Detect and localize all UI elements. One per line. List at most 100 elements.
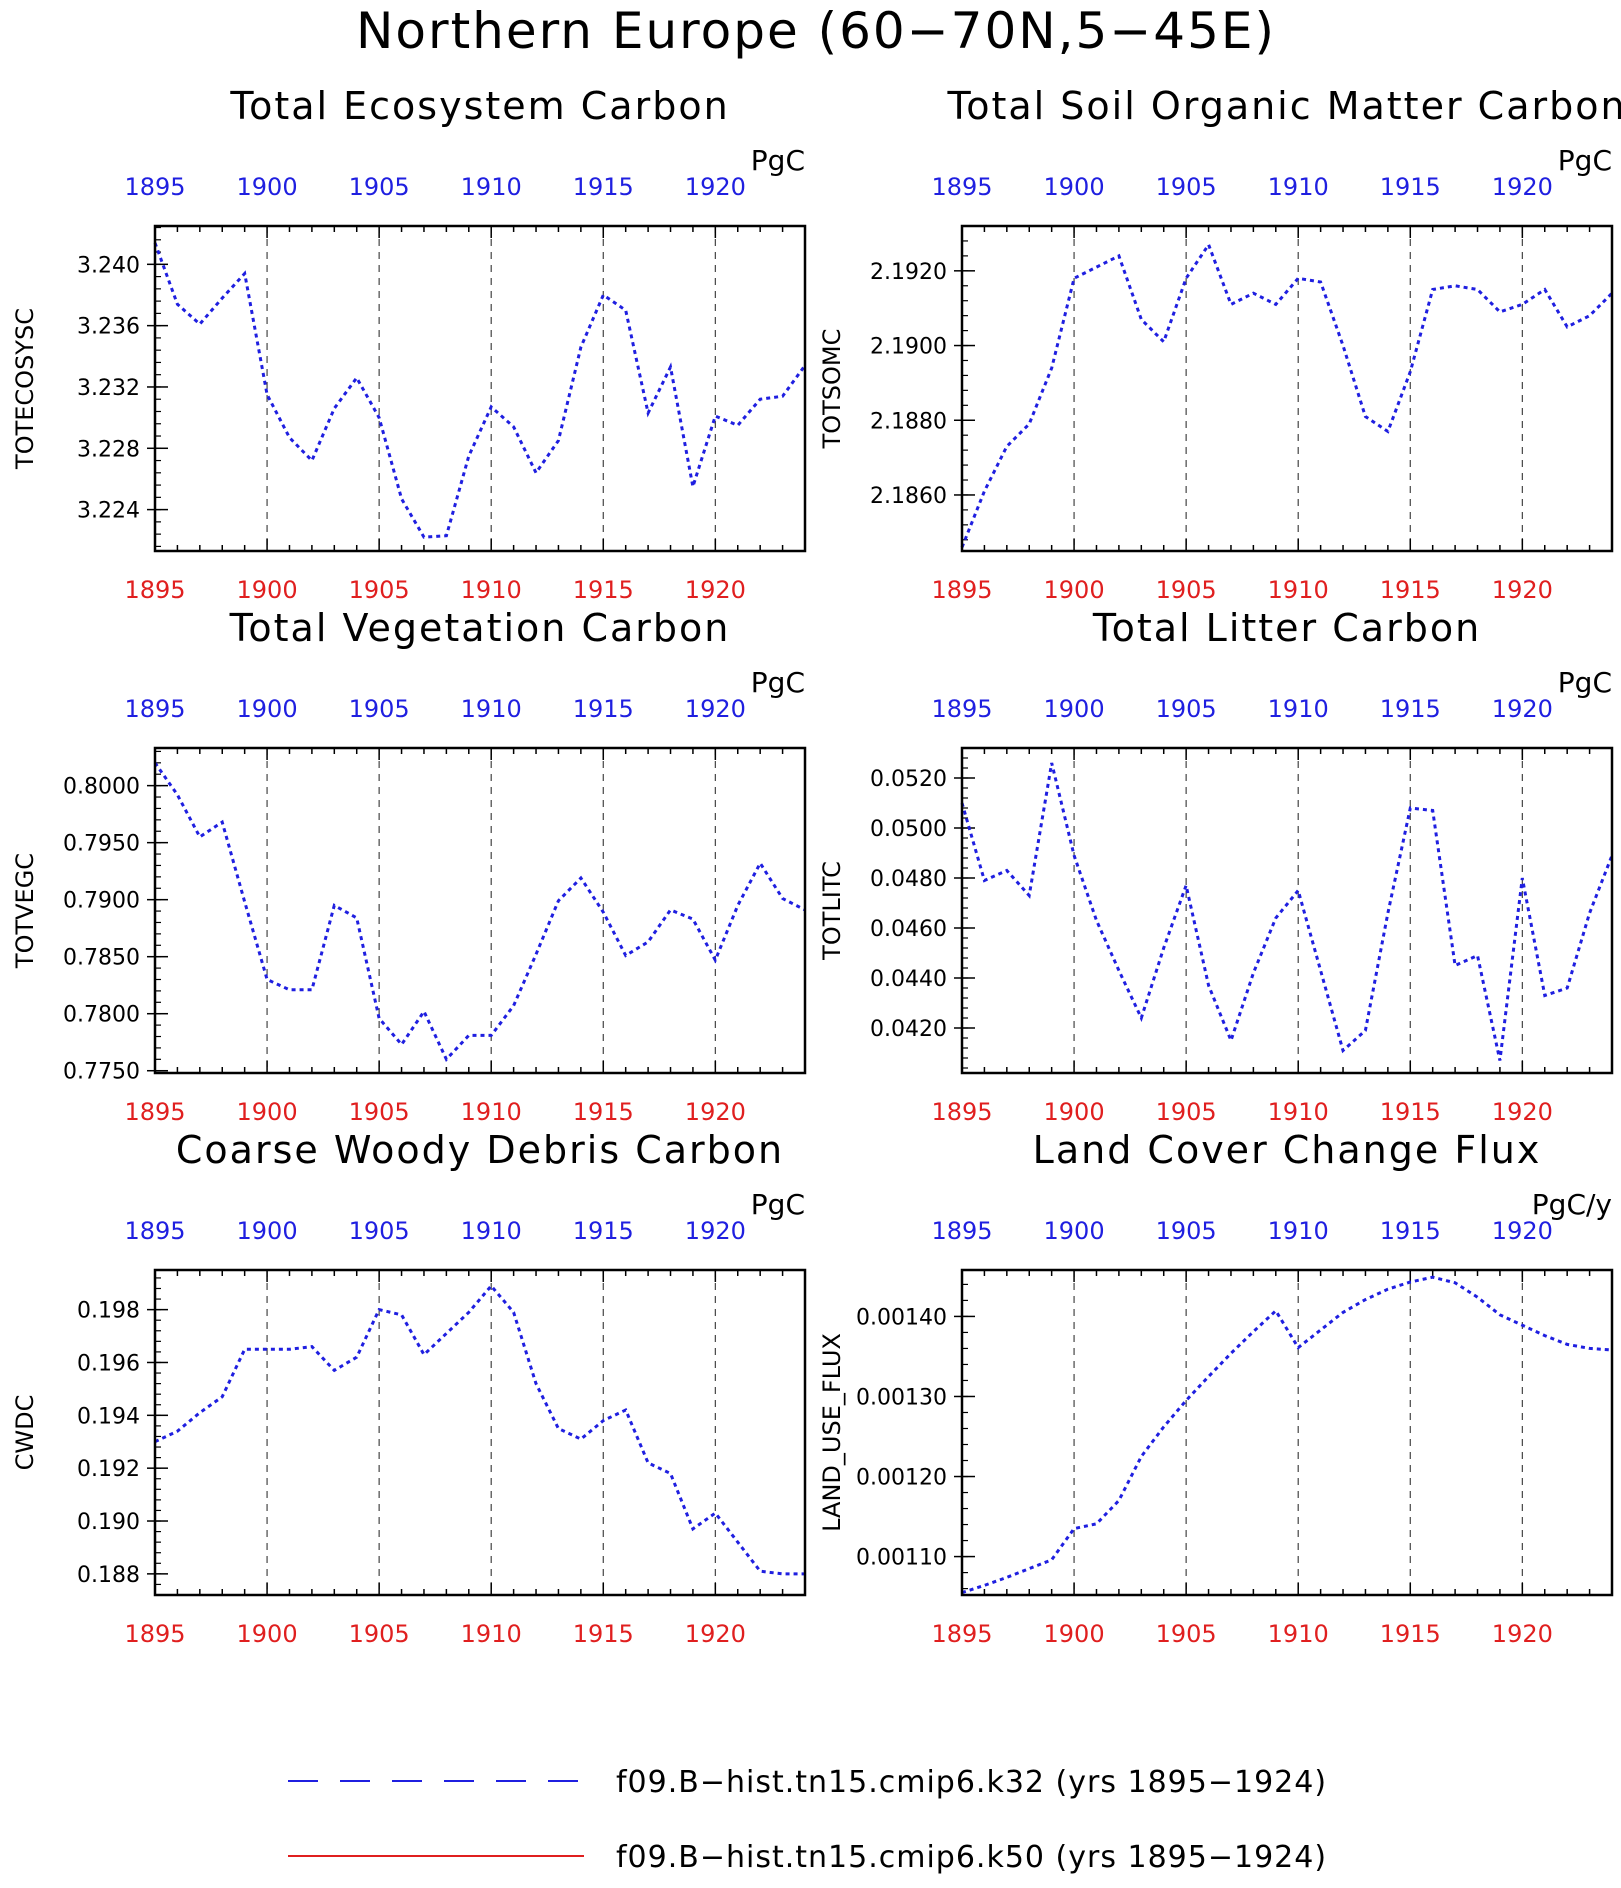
x-tick-label-top-litter-1915: 1915 — [1380, 695, 1441, 723]
x-tick-label-top-cwd-1900: 1900 — [237, 1217, 298, 1245]
panel-title-ecosystem: Total Ecosystem Carbon — [229, 84, 729, 128]
x-tick-label-top-cwd-1910: 1910 — [461, 1217, 522, 1245]
plot-frame-landcover — [960, 1268, 1614, 1597]
y-tick-label-ecosystem-2: 3.232 — [77, 376, 140, 401]
x-tick-label-top-litter-1900: 1900 — [1044, 695, 1105, 723]
plot-frame-cwd — [153, 1268, 807, 1597]
x-tick-label-top-cwd-1895: 1895 — [124, 1217, 185, 1245]
units-label-vegetation: PgC — [751, 666, 805, 699]
chart-panel-ecosystem: Total Ecosystem Carbon PgC 1895 1895 1900 190… — [11, 84, 807, 604]
series-line-soil-0 — [960, 241, 1614, 548]
x-tick-label-top-litter-1910: 1910 — [1268, 695, 1329, 723]
series-line-ecosystem-0 — [153, 242, 807, 539]
y-tick-label-soil-1: 2.1880 — [870, 409, 947, 434]
plot-frame-ecosystem — [153, 224, 807, 553]
panel-title-soil: Total Soil Organic Matter Carbon — [946, 84, 1621, 128]
x-tick-label-top-ecosystem-1895: 1895 — [124, 173, 185, 201]
units-label-cwd: PgC — [751, 1188, 805, 1221]
y-tick-label-litter-5: 0.0520 — [870, 767, 947, 792]
y-tick-label-cwd-1: 0.190 — [77, 1510, 140, 1535]
y-tick-label-ecosystem-1: 3.228 — [77, 437, 140, 462]
units-label-soil: PgC — [1558, 144, 1612, 177]
x-tick-label-bottom-cwd-1895: 1895 — [124, 1620, 185, 1648]
x-tick-label-top-cwd-1905: 1905 — [349, 1217, 410, 1245]
y-tick-label-landcover-0: 0.00110 — [856, 1546, 947, 1571]
series-line-litter-0 — [960, 762, 1614, 1061]
x-tick-label-top-vegetation-1910: 1910 — [461, 695, 522, 723]
x-tick-label-bottom-landcover-1910: 1910 — [1268, 1620, 1329, 1648]
x-tick-label-bottom-cwd-1915: 1915 — [573, 1620, 634, 1648]
y-tick-label-vegetation-1: 0.7800 — [63, 1003, 140, 1028]
y-tick-label-ecosystem-3: 3.236 — [77, 315, 140, 340]
y-axis-label-cwd: CWDC — [11, 1395, 39, 1471]
y-tick-label-cwd-4: 0.196 — [77, 1351, 140, 1376]
x-tick-label-top-soil-1920: 1920 — [1492, 173, 1553, 201]
y-axis-label-landcover: LAND_USE_FLUX — [818, 1333, 846, 1532]
x-tick-label-bottom-soil-1910: 1910 — [1268, 576, 1329, 604]
x-tick-label-top-soil-1915: 1915 — [1380, 173, 1441, 201]
x-tick-label-top-ecosystem-1900: 1900 — [237, 173, 298, 201]
x-tick-label-bottom-litter-1910: 1910 — [1268, 1098, 1329, 1126]
x-tick-label-bottom-landcover-1920: 1920 — [1492, 1620, 1553, 1648]
plot-frame-litter — [960, 746, 1614, 1075]
panel-title-vegetation: Total Vegetation Carbon — [229, 606, 731, 650]
x-tick-label-top-landcover-1920: 1920 — [1492, 1217, 1553, 1245]
panel-title-cwd: Coarse Woody Debris Carbon — [176, 1128, 784, 1172]
legend: f09.B−hist.tn15.cmip6.k32 (yrs 1895−1924… — [288, 1765, 1327, 1875]
x-tick-label-top-vegetation-1900: 1900 — [237, 695, 298, 723]
x-tick-label-top-landcover-1900: 1900 — [1044, 1217, 1105, 1245]
series-line-cwd-0 — [154, 1283, 805, 1576]
chart-panel-vegetation: Total Vegetation Carbon PgC 1895 1895 1900 19… — [11, 606, 807, 1126]
x-tick-label-bottom-ecosystem-1905: 1905 — [349, 576, 410, 604]
x-tick-label-bottom-litter-1905: 1905 — [1156, 1098, 1217, 1126]
y-tick-label-vegetation-5: 0.8000 — [63, 775, 140, 800]
x-tick-label-top-vegetation-1905: 1905 — [349, 695, 410, 723]
y-tick-label-soil-2: 2.1900 — [870, 335, 947, 360]
panel-title-litter: Total Litter Carbon — [1092, 606, 1481, 650]
x-tick-label-bottom-landcover-1900: 1900 — [1044, 1620, 1105, 1648]
x-tick-label-bottom-vegetation-1900: 1900 — [237, 1098, 298, 1126]
x-tick-label-bottom-litter-1920: 1920 — [1492, 1098, 1553, 1126]
x-tick-label-top-soil-1900: 1900 — [1044, 173, 1105, 201]
panels: Total Ecosystem Carbon PgC 1895 1895 1900 190… — [11, 84, 1621, 1648]
chart-panel-litter: Total Litter Carbon PgC 1895 1895 1900 1900 19… — [818, 606, 1614, 1126]
x-tick-label-bottom-cwd-1920: 1920 — [685, 1620, 746, 1648]
x-tick-label-top-landcover-1915: 1915 — [1380, 1217, 1441, 1245]
x-tick-label-bottom-ecosystem-1915: 1915 — [573, 576, 634, 604]
chart-panel-soil: Total Soil Organic Matter Carbon PgC 1895 1… — [818, 84, 1621, 604]
x-tick-label-top-landcover-1905: 1905 — [1156, 1217, 1217, 1245]
y-tick-label-landcover-3: 0.00140 — [856, 1305, 947, 1330]
x-tick-label-top-soil-1895: 1895 — [931, 173, 992, 201]
y-tick-label-soil-0: 2.1860 — [870, 484, 947, 509]
x-tick-label-top-soil-1910: 1910 — [1268, 173, 1329, 201]
legend-label-k50: f09.B−hist.tn15.cmip6.k50 (yrs 1895−1924… — [616, 1840, 1327, 1875]
x-tick-label-bottom-landcover-1895: 1895 — [931, 1620, 992, 1648]
series-line-vegetation-0 — [153, 761, 806, 1062]
y-tick-label-cwd-5: 0.198 — [77, 1299, 140, 1324]
chart-panel-cwd: Coarse Woody Debris Carbon PgC 1895 1895 190… — [11, 1128, 807, 1648]
x-tick-label-bottom-vegetation-1905: 1905 — [349, 1098, 410, 1126]
y-axis-label-vegetation: TOTVEGC — [11, 853, 39, 969]
x-tick-label-bottom-vegetation-1920: 1920 — [685, 1098, 746, 1126]
plot-frame-vegetation — [153, 746, 807, 1075]
units-label-landcover: PgC/y — [1532, 1188, 1612, 1221]
y-tick-label-cwd-3: 0.194 — [77, 1404, 140, 1429]
x-tick-label-bottom-ecosystem-1910: 1910 — [461, 576, 522, 604]
x-tick-label-top-landcover-1910: 1910 — [1268, 1217, 1329, 1245]
x-tick-label-bottom-cwd-1905: 1905 — [349, 1620, 410, 1648]
y-tick-label-soil-3: 2.1920 — [870, 260, 947, 285]
x-tick-label-top-cwd-1915: 1915 — [573, 1217, 634, 1245]
y-tick-label-litter-2: 0.0460 — [870, 917, 947, 942]
y-tick-label-vegetation-0: 0.7750 — [63, 1060, 140, 1085]
panel-title-landcover: Land Cover Change Flux — [1033, 1128, 1542, 1172]
x-tick-label-bottom-cwd-1910: 1910 — [461, 1620, 522, 1648]
y-tick-label-litter-4: 0.0500 — [870, 817, 947, 842]
x-tick-label-bottom-landcover-1905: 1905 — [1156, 1620, 1217, 1648]
x-tick-label-top-vegetation-1895: 1895 — [124, 695, 185, 723]
y-tick-label-cwd-2: 0.192 — [77, 1457, 140, 1482]
y-tick-label-landcover-1: 0.00120 — [856, 1466, 947, 1491]
y-axis-label-soil: TOTSOMC — [818, 329, 846, 450]
y-tick-label-vegetation-2: 0.7850 — [63, 946, 140, 971]
y-tick-label-litter-0: 0.0420 — [870, 1017, 947, 1042]
x-tick-label-bottom-ecosystem-1895: 1895 — [124, 576, 185, 604]
